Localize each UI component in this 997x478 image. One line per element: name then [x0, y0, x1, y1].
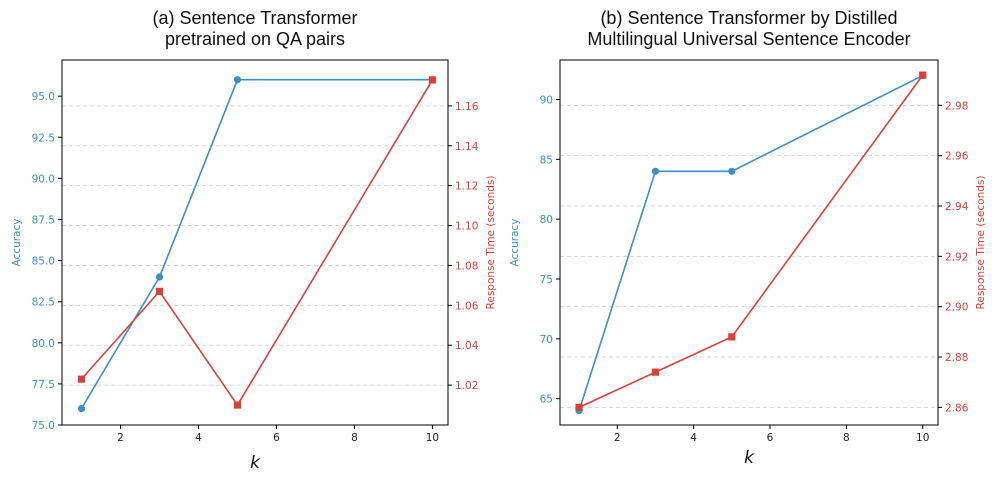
y-right-axis-label: Response Time (seconds) — [485, 176, 497, 310]
x-tick-label: 8 — [351, 432, 358, 444]
y-right-tick-label: 1.14 — [455, 141, 479, 153]
y-left-axis-label: Accuracy — [11, 219, 23, 267]
x-tick-label: 8 — [843, 432, 850, 444]
x-axis-label: k — [744, 448, 755, 468]
response-time-point — [728, 333, 736, 341]
x-tick-label: 10 — [916, 432, 929, 444]
y-right-tick-label: 1.10 — [455, 221, 478, 233]
y-left-tick-label: 80.0 — [32, 338, 55, 350]
chart-title: (a) Sentence Transformer pretrained on QA… — [152, 8, 357, 49]
y-right-tick-label: 1.06 — [455, 300, 479, 312]
plot-frame — [559, 59, 939, 426]
y-right-tick-label: 2.98 — [945, 100, 968, 112]
y-right-tick-label: 2.86 — [945, 402, 969, 414]
y-left-tick-label: 85 — [540, 154, 553, 166]
y-right-tick-label: 1.16 — [455, 101, 479, 113]
accuracy-point — [77, 404, 86, 413]
x-tick-label: 4 — [690, 432, 697, 444]
y-left-tick-label: 75.0 — [32, 420, 55, 432]
y-right-tick-label: 1.02 — [455, 380, 478, 392]
y-right-tick-label: 2.90 — [945, 302, 968, 314]
x-tick-label: 6 — [767, 432, 774, 444]
y-left-tick-label: 87.5 — [32, 214, 55, 226]
y-left-tick-label: 82.5 — [32, 297, 55, 309]
x-axis-label: k — [250, 453, 261, 473]
accuracy-point — [233, 76, 242, 84]
accuracy-point — [155, 273, 164, 281]
y-left-tick-label: 92.5 — [32, 132, 55, 144]
y-right-tick-label: 2.94 — [945, 201, 969, 213]
y-right-tick-label: 1.04 — [455, 340, 479, 352]
x-tick-label: 10 — [426, 432, 439, 444]
y-right-tick-label: 1.12 — [455, 181, 478, 193]
y-left-tick-label: 75 — [540, 274, 553, 286]
y-right-axis-label: Response Time (seconds) — [975, 176, 987, 310]
x-tick-label: 4 — [195, 432, 202, 444]
response-time-point — [575, 403, 583, 411]
y-left-tick-label: 90.0 — [32, 173, 55, 185]
y-left-tick-label: 95.0 — [32, 91, 55, 103]
accuracy-point — [651, 167, 660, 175]
response-time-series-line — [578, 74, 924, 409]
chart-panel-a: (a) Sentence Transformer pretrained on QA… — [11, 8, 497, 473]
y-left-tick-label: 80 — [540, 214, 553, 226]
response-time-point — [919, 71, 927, 79]
accuracy-series-line — [80, 78, 433, 409]
y-left-tick-label: 70 — [540, 334, 553, 346]
y-left-tick-label: 85.0 — [32, 256, 55, 268]
plot-frame — [61, 59, 449, 426]
x-tick-label: 2 — [117, 432, 124, 444]
response-time-point — [233, 401, 242, 409]
chart-title: (b) Sentence Transformer by Distilled Mul… — [587, 8, 910, 49]
chart-title-line: (b) Sentence Transformer by Distilled — [600, 8, 897, 28]
response-time-point — [651, 368, 660, 376]
y-left-tick-label: 65 — [540, 394, 553, 406]
y-right-tick-label: 2.96 — [945, 151, 969, 163]
y-right-tick-label: 2.92 — [945, 251, 968, 263]
y-right-tick-label: 1.08 — [455, 260, 478, 272]
chart-title-line: (a) Sentence Transformer — [152, 8, 357, 28]
y-right-tick-label: 2.88 — [945, 352, 968, 364]
response-time-series-line — [80, 79, 434, 407]
y-left-tick-label: 90 — [540, 94, 553, 106]
chart-panel-b: (b) Sentence Transformer by Distilled Mul… — [509, 8, 987, 468]
response-time-point — [428, 76, 437, 84]
chart-title-line: pretrained on QA pairs — [165, 29, 345, 49]
y-left-axis-label: Accuracy — [509, 219, 521, 267]
x-tick-label: 6 — [273, 432, 280, 444]
chart-title-line: Multilingual Universal Sentence Encoder — [587, 29, 910, 49]
y-left-tick-label: 77.5 — [32, 379, 55, 391]
response-time-point — [77, 375, 86, 383]
accuracy-point — [728, 167, 736, 175]
x-tick-label: 2 — [614, 432, 621, 444]
response-time-point — [155, 287, 164, 295]
accuracy-series-line — [578, 74, 924, 411]
